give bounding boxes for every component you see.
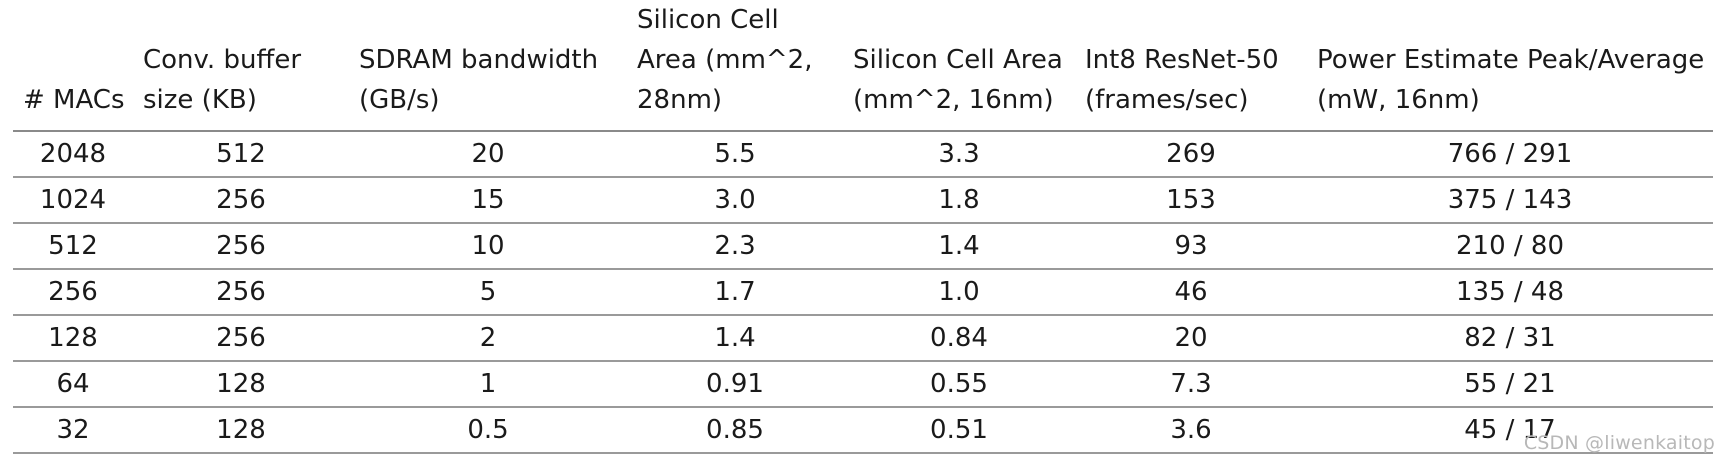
spec-table: # MACs Conv. buffer size (KB) SDRAM band… [13,0,1713,454]
table-row: 32 128 0.5 0.85 0.51 3.6 45 / 17 [13,407,1713,454]
table-header: # MACs Conv. buffer size (KB) SDRAM band… [13,0,1713,132]
table-row: 128 256 2 1.4 0.84 20 82 / 31 [13,315,1713,362]
cell-area-28nm: 0.85 [627,407,843,454]
header-label: SDRAM bandwidth (GB/s) [359,45,599,115]
cell-resnet-fps: 46 [1075,269,1307,316]
cell-sdram-bandwidth: 0.5 [349,407,627,454]
cell-resnet-fps: 93 [1075,223,1307,270]
cell-area-16nm: 1.8 [843,177,1075,224]
cell-conv-buffer: 256 [133,223,349,270]
cell-macs: 512 [13,223,133,270]
header-resnet-fps: Int8 ResNet-50 (frames/sec) [1075,0,1307,132]
header-area-28nm: Silicon Cell Area (mm^2, 28nm) [627,0,843,132]
cell-resnet-fps: 3.6 [1075,407,1307,454]
cell-area-16nm: 0.55 [843,361,1075,408]
cell-area-16nm: 0.84 [843,315,1075,362]
cell-power-estimate: 766 / 291 [1307,131,1713,178]
cell-area-16nm: 3.3 [843,131,1075,178]
cell-area-28nm: 1.4 [627,315,843,362]
cell-power-estimate: 45 / 17 [1307,407,1713,454]
cell-area-28nm: 1.7 [627,269,843,316]
header-power-estimate: Power Estimate Peak/Average (mW, 16nm) [1307,0,1713,132]
cell-area-16nm: 1.4 [843,223,1075,270]
watermark-text: CSDN @liwenkaitop [1523,432,1715,454]
cell-macs: 1024 [13,177,133,224]
cell-sdram-bandwidth: 15 [349,177,627,224]
cell-sdram-bandwidth: 2 [349,315,627,362]
header-macs: # MACs [13,0,133,132]
header-area-16nm: Silicon Cell Area (mm^2, 16nm) [843,0,1075,132]
cell-conv-buffer: 256 [133,269,349,316]
cell-macs: 64 [13,361,133,408]
cell-area-28nm: 5.5 [627,131,843,178]
table-body: 2048 512 20 5.5 3.3 269 766 / 291 1024 2… [13,131,1713,454]
cell-conv-buffer: 128 [133,407,349,454]
header-label: Conv. buffer size (KB) [143,45,302,115]
spec-table-container: # MACs Conv. buffer size (KB) SDRAM band… [13,0,1713,454]
header-label: Silicon Cell Area (mm^2, 16nm) [853,45,1063,115]
table-row: 256 256 5 1.7 1.0 46 135 / 48 [13,269,1713,316]
table-row: 512 256 10 2.3 1.4 93 210 / 80 [13,223,1713,270]
header-conv-buffer: Conv. buffer size (KB) [133,0,349,132]
cell-resnet-fps: 153 [1075,177,1307,224]
cell-power-estimate: 82 / 31 [1307,315,1713,362]
header-label: Power Estimate Peak/Average (mW, 16nm) [1317,45,1705,115]
cell-macs: 128 [13,315,133,362]
table-row: 2048 512 20 5.5 3.3 269 766 / 291 [13,131,1713,178]
header-sdram-bandwidth: SDRAM bandwidth (GB/s) [349,0,627,132]
cell-conv-buffer: 256 [133,177,349,224]
cell-conv-buffer: 512 [133,131,349,178]
cell-conv-buffer: 128 [133,361,349,408]
cell-sdram-bandwidth: 1 [349,361,627,408]
header-label: # MACs [23,85,125,115]
cell-macs: 32 [13,407,133,454]
table-row: 64 128 1 0.91 0.55 7.3 55 / 21 [13,361,1713,408]
cell-area-28nm: 3.0 [627,177,843,224]
cell-resnet-fps: 269 [1075,131,1307,178]
cell-resnet-fps: 7.3 [1075,361,1307,408]
cell-power-estimate: 135 / 48 [1307,269,1713,316]
cell-sdram-bandwidth: 20 [349,131,627,178]
cell-area-16nm: 0.51 [843,407,1075,454]
header-label: Silicon Cell Area (mm^2, 28nm) [637,5,813,115]
cell-resnet-fps: 20 [1075,315,1307,362]
cell-macs: 2048 [13,131,133,178]
cell-macs: 256 [13,269,133,316]
header-row: # MACs Conv. buffer size (KB) SDRAM band… [13,0,1713,132]
cell-area-16nm: 1.0 [843,269,1075,316]
header-label: Int8 ResNet-50 (frames/sec) [1085,45,1279,115]
cell-area-28nm: 2.3 [627,223,843,270]
cell-sdram-bandwidth: 10 [349,223,627,270]
cell-power-estimate: 210 / 80 [1307,223,1713,270]
cell-area-28nm: 0.91 [627,361,843,408]
cell-sdram-bandwidth: 5 [349,269,627,316]
table-row: 1024 256 15 3.0 1.8 153 375 / 143 [13,177,1713,224]
cell-power-estimate: 375 / 143 [1307,177,1713,224]
cell-power-estimate: 55 / 21 [1307,361,1713,408]
cell-conv-buffer: 256 [133,315,349,362]
